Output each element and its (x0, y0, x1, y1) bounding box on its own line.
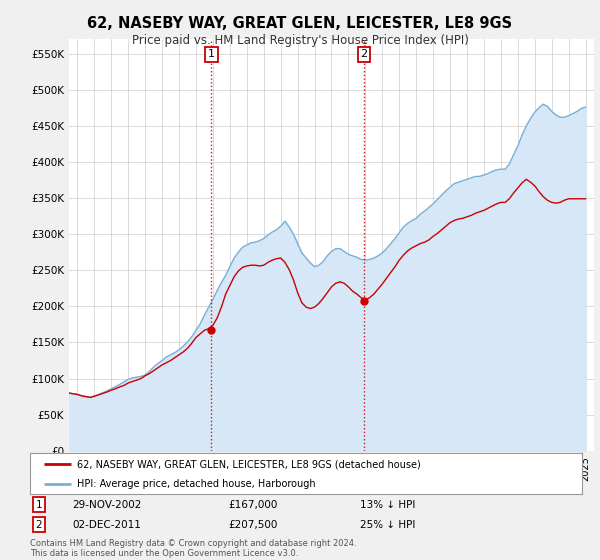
Text: 25% ↓ HPI: 25% ↓ HPI (360, 520, 415, 530)
Text: 2: 2 (361, 49, 368, 59)
Text: 29-NOV-2002: 29-NOV-2002 (72, 500, 142, 510)
Text: £167,000: £167,000 (228, 500, 277, 510)
Text: 62, NASEBY WAY, GREAT GLEN, LEICESTER, LE8 9GS: 62, NASEBY WAY, GREAT GLEN, LEICESTER, L… (88, 16, 512, 31)
Text: 1: 1 (208, 49, 215, 59)
Point (359, 296, 369, 305)
Text: HPI: Average price, detached house, Harborough: HPI: Average price, detached house, Harb… (77, 479, 316, 489)
Text: Contains HM Land Registry data © Crown copyright and database right 2024.
This d: Contains HM Land Registry data © Crown c… (30, 539, 356, 558)
Text: 1: 1 (35, 500, 43, 510)
Text: 02-DEC-2011: 02-DEC-2011 (72, 520, 141, 530)
Text: Price paid vs. HM Land Registry's House Price Index (HPI): Price paid vs. HM Land Registry's House … (131, 34, 469, 46)
Text: 62, NASEBY WAY, GREAT GLEN, LEICESTER, LE8 9GS (detached house): 62, NASEBY WAY, GREAT GLEN, LEICESTER, L… (77, 460, 421, 469)
Text: £207,500: £207,500 (228, 520, 277, 530)
Text: 2: 2 (35, 520, 43, 530)
Text: 13% ↓ HPI: 13% ↓ HPI (360, 500, 415, 510)
Point (206, 326, 216, 335)
